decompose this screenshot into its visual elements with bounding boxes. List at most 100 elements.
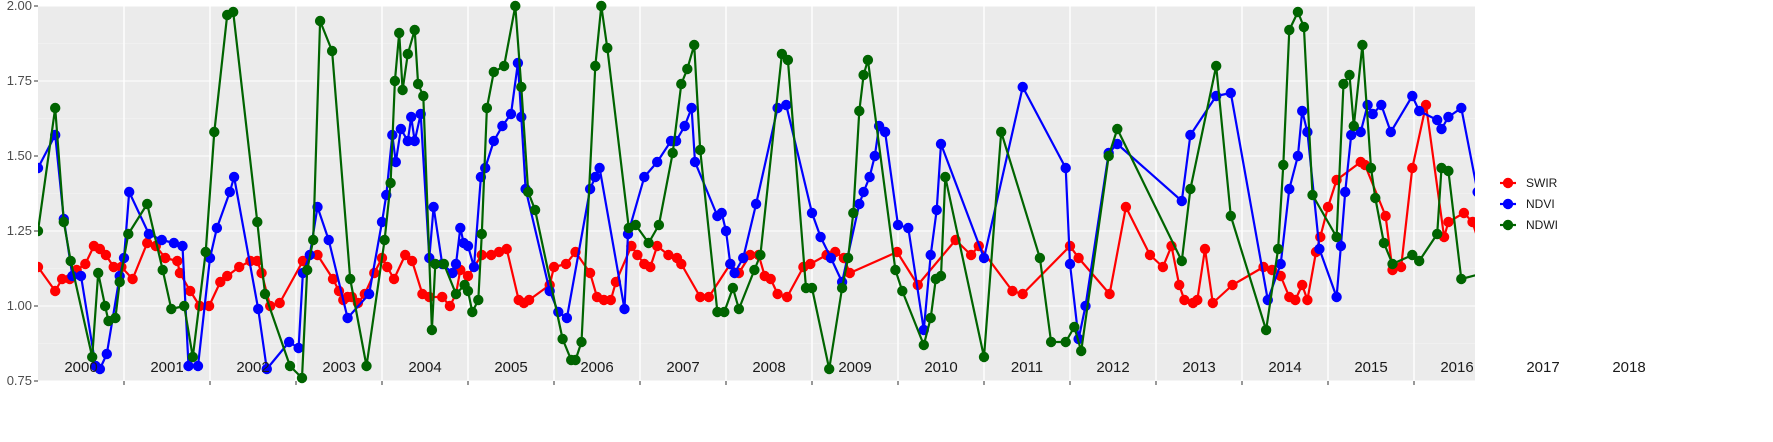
data-point bbox=[1370, 192, 1381, 204]
data-point bbox=[653, 219, 665, 231]
data-point bbox=[858, 69, 869, 81]
data-point bbox=[755, 249, 766, 261]
data-point bbox=[397, 84, 408, 96]
year-label: 2004 bbox=[408, 359, 441, 376]
data-point bbox=[879, 126, 891, 138]
data-point bbox=[1395, 261, 1407, 273]
data-point bbox=[806, 282, 818, 294]
data-point bbox=[476, 249, 487, 261]
data-point bbox=[183, 360, 194, 372]
data-point bbox=[108, 261, 119, 273]
series-line bbox=[38, 61, 1475, 371]
data-point bbox=[652, 240, 663, 252]
data-point bbox=[1472, 187, 1475, 197]
data-point bbox=[505, 108, 517, 120]
year-label: 2015 bbox=[1354, 359, 1387, 376]
data-point bbox=[1346, 129, 1357, 141]
data-point bbox=[80, 258, 91, 270]
data-point bbox=[1385, 126, 1397, 138]
data-point bbox=[765, 273, 776, 285]
data-point bbox=[450, 288, 462, 300]
data-point bbox=[1112, 138, 1123, 150]
data-point bbox=[1017, 288, 1028, 300]
data-point bbox=[1185, 183, 1196, 195]
data-point bbox=[1331, 291, 1342, 303]
data-point bbox=[1456, 273, 1467, 285]
legend-label: SWIR bbox=[1526, 176, 1558, 190]
data-point bbox=[782, 54, 794, 66]
data-point bbox=[890, 264, 901, 276]
y-tick-label: 0.75 bbox=[7, 373, 32, 388]
data-point bbox=[444, 300, 456, 312]
data-point bbox=[211, 222, 223, 234]
data-point bbox=[1387, 258, 1398, 270]
data-point bbox=[438, 258, 450, 270]
year-label: 2006 bbox=[580, 359, 613, 376]
data-point bbox=[1007, 285, 1018, 297]
data-point bbox=[1315, 231, 1326, 243]
data-point bbox=[437, 291, 448, 303]
data-point bbox=[836, 282, 848, 294]
data-point bbox=[695, 144, 706, 156]
year-label: 2013 bbox=[1182, 359, 1215, 376]
legend-key-point bbox=[1502, 177, 1514, 189]
data-point bbox=[38, 225, 44, 237]
year-label: 2012 bbox=[1096, 359, 1129, 376]
data-point bbox=[978, 252, 990, 264]
data-point bbox=[114, 276, 125, 288]
data-point bbox=[639, 171, 650, 183]
data-point bbox=[570, 354, 581, 366]
data-point bbox=[157, 264, 168, 276]
data-point bbox=[1284, 183, 1295, 195]
data-point bbox=[1436, 123, 1447, 135]
series-ndvi bbox=[38, 57, 1475, 375]
data-point bbox=[409, 24, 420, 36]
data-point bbox=[345, 273, 356, 285]
data-point bbox=[252, 255, 263, 267]
year-label: 2018 bbox=[1612, 359, 1645, 376]
data-point bbox=[1378, 237, 1390, 249]
data-point bbox=[1331, 231, 1342, 243]
legend: SWIR NDVI NDWI bbox=[1499, 174, 1558, 234]
data-point bbox=[228, 171, 240, 183]
data-point bbox=[1357, 39, 1368, 51]
data-point bbox=[1414, 105, 1425, 117]
data-point bbox=[1467, 216, 1475, 228]
data-point bbox=[274, 297, 285, 309]
data-point bbox=[1112, 123, 1123, 135]
data-point bbox=[1225, 210, 1237, 222]
data-point bbox=[516, 81, 527, 93]
data-point bbox=[1376, 99, 1387, 111]
data-point bbox=[738, 252, 749, 264]
data-point bbox=[557, 333, 568, 345]
data-point bbox=[806, 207, 818, 219]
data-point bbox=[619, 303, 630, 315]
data-point bbox=[1443, 165, 1454, 177]
data-point bbox=[1292, 6, 1304, 18]
data-point bbox=[363, 288, 375, 300]
data-point bbox=[1060, 336, 1071, 348]
data-point bbox=[476, 228, 487, 240]
data-point bbox=[256, 267, 267, 279]
data-point bbox=[1432, 114, 1443, 126]
data-point bbox=[261, 363, 272, 375]
series-swir bbox=[38, 99, 1475, 312]
data-point bbox=[1176, 195, 1188, 207]
data-point bbox=[897, 285, 908, 297]
data-point bbox=[142, 237, 153, 249]
x-axis: 2000 2001 2002 2003 2004 2005 2006 2007 2008 2009… bbox=[64, 359, 1646, 385]
data-point bbox=[75, 270, 87, 282]
data-point bbox=[174, 267, 186, 279]
year-label: 2016 bbox=[1440, 359, 1473, 376]
data-point bbox=[940, 171, 951, 183]
legend-label: NDWI bbox=[1526, 218, 1558, 232]
data-point bbox=[293, 342, 304, 354]
data-point bbox=[1290, 294, 1301, 306]
data-point bbox=[1260, 324, 1272, 336]
data-point bbox=[854, 105, 865, 117]
data-point bbox=[160, 252, 171, 264]
data-point bbox=[361, 360, 372, 372]
data-point bbox=[695, 291, 706, 303]
data-point bbox=[1120, 201, 1132, 213]
